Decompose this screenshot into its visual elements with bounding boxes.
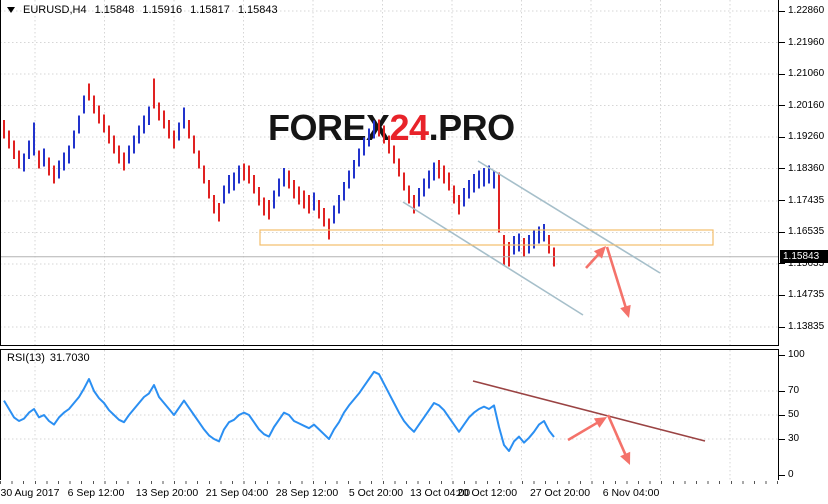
time-tick-label: 6 Sep 12:00 bbox=[67, 487, 125, 499]
price-tick bbox=[779, 200, 785, 202]
rsi-indicator-label: RSI(13) 31.7030 bbox=[7, 352, 90, 364]
price-label: 1.16535 bbox=[788, 226, 825, 238]
rsi-label: 0 bbox=[788, 469, 794, 480]
low-value: 1.15817 bbox=[190, 4, 230, 16]
forecast-arrow-line bbox=[606, 414, 628, 459]
rsi-tick bbox=[779, 474, 785, 476]
symbol-label: EURUSD,H4 bbox=[23, 4, 87, 16]
price-tick bbox=[779, 294, 785, 296]
forecast-arrow-line bbox=[605, 246, 628, 311]
symbol-dropdown-icon[interactable] bbox=[7, 7, 15, 13]
rsi-label: 70 bbox=[788, 385, 800, 396]
rsi-gridlines bbox=[0, 350, 779, 480]
price-label: 1.22860 bbox=[788, 5, 825, 16]
price-tick bbox=[779, 326, 785, 328]
price-chart-canvas[interactable]: FOREX24.PRO bbox=[0, 0, 779, 345]
watermark: FOREX24.PRO bbox=[268, 107, 515, 148]
forecast-arrow-head bbox=[593, 417, 607, 428]
price-tick bbox=[779, 105, 785, 107]
price-label: 1.21060 bbox=[788, 68, 825, 80]
zone-rectangle-annotation bbox=[259, 229, 714, 246]
time-tick-label: 5 Oct 20:00 bbox=[348, 487, 404, 499]
bid-price-badge: 1.15843 bbox=[780, 250, 828, 264]
price-pane: FOREX24.PRO EURUSD,H4 1.15848 1.15916 1.… bbox=[0, 0, 779, 345]
forecast-arrow-head bbox=[620, 451, 631, 465]
trendline-annotation bbox=[472, 380, 706, 442]
rsi-name: RSI(13) bbox=[7, 352, 45, 364]
time-tick-label: 13 Oct 04:00 bbox=[409, 487, 471, 499]
rsi-tick bbox=[779, 354, 785, 356]
price-tick bbox=[779, 10, 785, 12]
price-label: 1.13835 bbox=[788, 321, 825, 332]
high-value: 1.15916 bbox=[142, 4, 183, 16]
time-tick-label: 21 Sep 04:00 bbox=[205, 487, 269, 499]
rsi-chart-canvas[interactable] bbox=[0, 350, 779, 480]
price-label: 1.21960 bbox=[788, 36, 825, 48]
time-minor-ticks bbox=[0, 481, 779, 484]
price-label: 1.17435 bbox=[788, 194, 825, 206]
time-tick-label: 28 Sep 12:00 bbox=[275, 487, 339, 499]
symbol-ohlc-row: EURUSD,H4 1.15848 1.15916 1.15817 1.1584… bbox=[7, 4, 278, 16]
forecast-arrow-head bbox=[620, 304, 631, 318]
price-tick bbox=[779, 263, 785, 265]
price-tick bbox=[779, 231, 785, 233]
rsi-tick bbox=[779, 414, 785, 416]
trendline-annotation bbox=[402, 201, 584, 316]
rsi-line bbox=[3, 370, 555, 452]
price-label: 1.20160 bbox=[788, 99, 825, 111]
price-axis: 1.15843 1.22860 1.21960 1.21060 1.20160 1.19… bbox=[779, 0, 828, 504]
rsi-label: 50 bbox=[788, 409, 800, 420]
rsi-label: 30 bbox=[788, 433, 800, 444]
trendline-annotation bbox=[477, 160, 661, 274]
watermark-brand: FOREX bbox=[268, 107, 390, 148]
price-label: 1.14735 bbox=[788, 289, 825, 301]
time-tick-label: 6 Nov 04:00 bbox=[602, 487, 660, 499]
time-tick-label: 13 Sep 20:00 bbox=[135, 487, 199, 499]
open-value: 1.15848 bbox=[94, 4, 135, 16]
price-label: 1.15635 bbox=[788, 257, 825, 269]
price-tick bbox=[779, 168, 785, 170]
price-tick bbox=[779, 42, 785, 43]
time-tick-label: 20 Oct 12:00 bbox=[456, 487, 518, 499]
price-tick bbox=[779, 136, 785, 138]
forecast-arrow-line bbox=[567, 419, 601, 442]
time-tick-label: 27 Oct 20:00 bbox=[529, 487, 591, 499]
rsi-value: 31.7030 bbox=[49, 352, 90, 364]
forecast-arrow-head bbox=[593, 246, 606, 259]
time-tick-label: 30 Aug 2017 bbox=[0, 487, 60, 499]
watermark-number: 24 bbox=[390, 107, 430, 148]
price-label: 1.19260 bbox=[788, 131, 825, 143]
price-gridlines bbox=[0, 0, 779, 345]
pane-separator[interactable] bbox=[0, 345, 779, 350]
price-bars bbox=[3, 78, 555, 267]
close-value: 1.15843 bbox=[237, 4, 278, 16]
rsi-tick bbox=[779, 390, 785, 392]
price-tick bbox=[779, 73, 785, 75]
watermark-suffix: .PRO bbox=[429, 107, 515, 148]
time-axis: 30 Aug 2017 6 Sep 12:00 13 Sep 20:00 21 Sep… bbox=[0, 480, 828, 504]
price-label: 1.18360 bbox=[788, 162, 825, 174]
rsi-tick bbox=[779, 438, 785, 440]
rsi-label: 100 bbox=[788, 349, 805, 360]
